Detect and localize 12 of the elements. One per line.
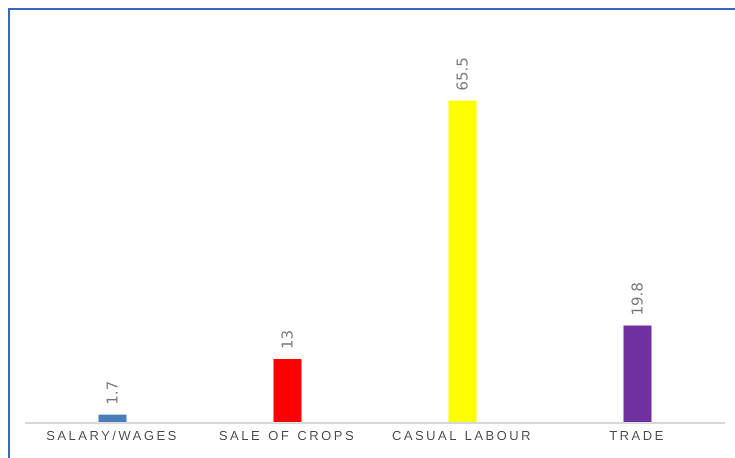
bar xyxy=(274,359,302,423)
bar xyxy=(448,100,476,423)
x-tick-label: SALARY/WAGES xyxy=(46,428,179,444)
bar xyxy=(624,326,652,423)
data-label: 19.8 xyxy=(628,282,646,316)
data-label: 1.7 xyxy=(104,380,122,405)
x-tick-label: TRADE xyxy=(609,428,666,444)
data-label: 65.5 xyxy=(454,57,472,91)
data-label: 13 xyxy=(278,330,296,350)
x-tick-label: CASUAL LABOUR xyxy=(392,428,534,444)
bar xyxy=(98,414,126,423)
x-tick-label: SALE OF CROPS xyxy=(218,428,356,444)
